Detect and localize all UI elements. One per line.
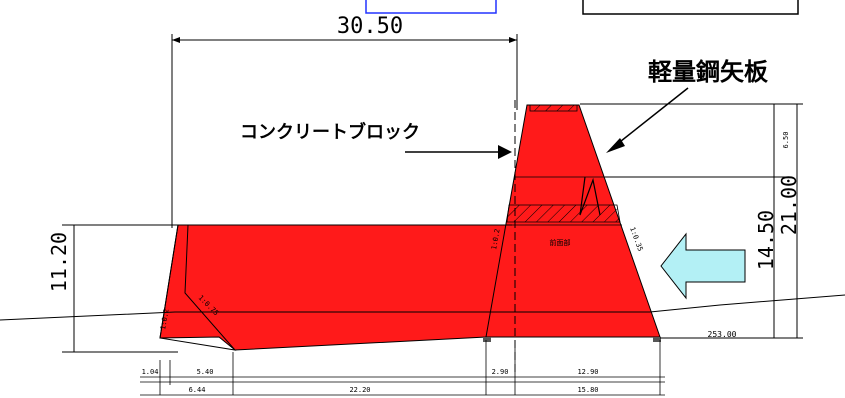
dim-ground-width: 253.00	[708, 330, 737, 339]
label-sheet-pile: 軽量鋼矢板	[648, 58, 769, 86]
top-blue-box	[366, 0, 496, 13]
flow-direction-arrow	[661, 234, 745, 298]
lower-embankment	[160, 225, 512, 350]
dim-bottom-7: 15.80	[577, 386, 598, 394]
dim-mid-height: 14.50	[754, 210, 778, 270]
dim-bottom-5: 6.44	[189, 386, 206, 394]
dim-upper-height: 6.50	[782, 132, 790, 149]
dim-left-height: 11.20	[47, 232, 71, 292]
inner-tag: 前面部	[550, 238, 571, 247]
dim-total-height: 21.00	[777, 175, 801, 235]
top-black-box	[583, 0, 798, 14]
slope-right: 1:0.35	[628, 226, 644, 253]
dim-bottom-2: 5.40	[197, 368, 214, 376]
dim-bottom-1: 1.04	[142, 368, 159, 376]
middle-hatch	[507, 205, 620, 222]
label-concrete-block: コンクリートブロック	[240, 121, 420, 143]
dim-top-span: 30.50	[337, 14, 403, 39]
dim-bottom-3: 2.90	[492, 368, 509, 376]
top-hatch	[530, 105, 577, 111]
dim-bottom-6: 22.20	[349, 386, 370, 394]
dim-bottom-4: 12.90	[577, 368, 598, 376]
